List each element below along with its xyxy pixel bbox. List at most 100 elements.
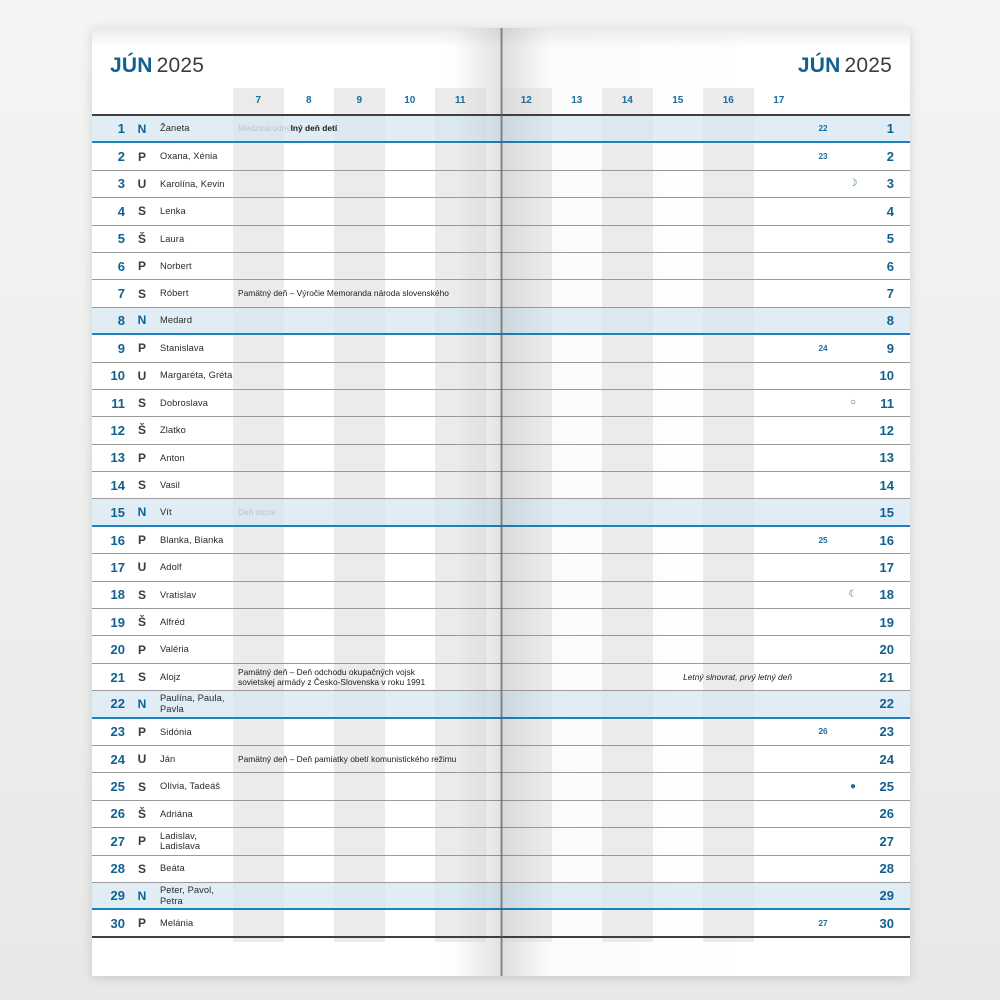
note-area[interactable]: [234, 390, 501, 416]
day-row-left-2[interactable]: 2 P Oxana, Xénia: [92, 143, 501, 171]
note-area[interactable]: Medzinárodný Iný deň detí: [234, 116, 501, 141]
right-note-area[interactable]: [501, 856, 806, 882]
day-row-left-12[interactable]: 12 Š Zlatko: [92, 417, 501, 445]
day-row-right-26[interactable]: 26: [501, 801, 910, 829]
note-area[interactable]: [234, 527, 501, 553]
note-area[interactable]: Pamätný deň – Deň odchodu okupačných voj…: [234, 664, 501, 690]
day-row-right-25[interactable]: ● 25: [501, 773, 910, 801]
day-row-left-13[interactable]: 13 P Anton: [92, 445, 501, 473]
right-note-area[interactable]: [501, 363, 806, 389]
day-row-left-4[interactable]: 4 S Lenka: [92, 198, 501, 226]
day-row-right-8[interactable]: 8: [501, 307, 910, 336]
right-note-area[interactable]: [501, 801, 806, 827]
day-row-right-5[interactable]: 5: [501, 226, 910, 253]
note-area[interactable]: [234, 335, 501, 361]
note-area[interactable]: [234, 582, 501, 608]
right-note-area[interactable]: [501, 719, 806, 745]
right-note-area[interactable]: [501, 308, 806, 333]
hour-header-16[interactable]: 16: [703, 88, 754, 114]
day-row-left-26[interactable]: 26 Š Adriána: [92, 801, 501, 829]
day-row-left-5[interactable]: 5 Š Laura: [92, 226, 501, 253]
day-row-left-6[interactable]: 6 P Norbert: [92, 253, 501, 281]
right-note-area[interactable]: [501, 691, 806, 716]
right-note-area[interactable]: [501, 609, 806, 635]
day-row-left-19[interactable]: 19 Š Alfréd: [92, 609, 501, 637]
day-row-right-7[interactable]: 7: [501, 280, 910, 308]
note-area[interactable]: [234, 554, 501, 580]
right-note-area[interactable]: [501, 773, 806, 799]
day-row-left-3[interactable]: 3 U Karolína, Kevin: [92, 171, 501, 199]
right-note-area[interactable]: [501, 280, 806, 306]
day-row-right-6[interactable]: 6: [501, 253, 910, 281]
day-row-left-16[interactable]: 16 P Blanka, Bianka: [92, 527, 501, 555]
hour-header-8[interactable]: 8: [305, 95, 312, 106]
note-area[interactable]: [234, 883, 501, 908]
note-area[interactable]: [234, 801, 501, 827]
day-row-left-7[interactable]: 7 S Róbert Pamätný deň – Výročie Memoranda …: [92, 280, 501, 308]
day-row-right-20[interactable]: 20: [501, 636, 910, 664]
day-row-right-11[interactable]: ○ 11: [501, 390, 910, 418]
note-area[interactable]: [234, 143, 501, 169]
day-row-right-1[interactable]: 22 1: [501, 116, 910, 144]
right-note-area[interactable]: [501, 226, 806, 252]
right-note-area[interactable]: [501, 746, 806, 772]
day-row-right-18[interactable]: ☾ 18: [501, 582, 910, 610]
note-area[interactable]: [234, 609, 501, 635]
right-note-area[interactable]: [501, 883, 806, 908]
day-row-left-11[interactable]: 11 S Dobroslava: [92, 390, 501, 418]
day-row-right-30[interactable]: 27 30: [501, 910, 910, 938]
hour-header-12[interactable]: 12: [501, 88, 552, 114]
note-area[interactable]: Pamätný deň – Deň pamiatky obetí komunis…: [234, 746, 501, 772]
right-note-area[interactable]: [501, 499, 806, 524]
hour-header-9[interactable]: 9: [334, 88, 385, 114]
day-row-right-12[interactable]: 12: [501, 417, 910, 445]
day-row-right-19[interactable]: 19: [501, 609, 910, 637]
right-note-area[interactable]: [501, 143, 806, 169]
right-note-area[interactable]: [501, 636, 806, 662]
day-row-left-20[interactable]: 20 P Valéria: [92, 636, 501, 664]
day-row-right-23[interactable]: 26 23: [501, 719, 910, 746]
day-row-right-29[interactable]: 29: [501, 882, 910, 911]
note-area[interactable]: [234, 691, 501, 716]
day-row-right-3[interactable]: ☽ 3: [501, 171, 910, 199]
right-note-area[interactable]: [501, 417, 806, 443]
day-row-left-21[interactable]: 21 S Alojz Pamätný deň – Deň odchodu okupač…: [92, 664, 501, 692]
day-row-left-30[interactable]: 30 P Melánia: [92, 910, 501, 938]
note-area[interactable]: [234, 198, 501, 224]
note-area[interactable]: Pamätný deň – Výročie Memoranda národa s…: [234, 280, 501, 306]
day-row-right-13[interactable]: 13: [501, 445, 910, 473]
note-area[interactable]: [234, 417, 501, 443]
day-row-left-10[interactable]: 10 U Margaréta, Gréta: [92, 363, 501, 390]
hour-header-14[interactable]: 14: [602, 88, 653, 114]
note-area[interactable]: [234, 719, 501, 745]
day-row-right-22[interactable]: 22: [501, 691, 910, 719]
day-row-right-27[interactable]: 27: [501, 828, 910, 856]
hour-header-7[interactable]: 7: [233, 88, 284, 114]
note-area[interactable]: [234, 828, 501, 854]
note-area[interactable]: [234, 445, 501, 471]
day-row-left-23[interactable]: 23 P Sidónia: [92, 719, 501, 746]
right-note-area[interactable]: [501, 253, 806, 279]
note-area[interactable]: [234, 363, 501, 389]
day-row-right-9[interactable]: 24 9: [501, 335, 910, 363]
right-note-area[interactable]: [501, 116, 806, 141]
right-note-area[interactable]: [501, 472, 806, 498]
right-note-area[interactable]: [501, 390, 806, 416]
day-row-right-10[interactable]: 10: [501, 363, 910, 390]
day-row-left-18[interactable]: 18 S Vratislav: [92, 582, 501, 610]
right-note-area[interactable]: [501, 554, 806, 580]
day-row-left-28[interactable]: 28 S Beáta: [92, 856, 501, 883]
right-note-area[interactable]: [501, 445, 806, 471]
day-row-left-9[interactable]: 9 P Stanislava: [92, 335, 501, 363]
day-row-left-14[interactable]: 14 S Vasil: [92, 472, 501, 500]
day-row-left-22[interactable]: 22 N Paulína, Paula, Pavla: [92, 691, 501, 719]
day-row-left-15[interactable]: 15 N Vít Deň otcov: [92, 499, 501, 527]
day-row-left-1[interactable]: 1 N Žaneta Medzinárodný Iný deň detí: [92, 116, 501, 144]
day-row-left-8[interactable]: 8 N Medard: [92, 307, 501, 336]
day-row-left-25[interactable]: 25 S Olívia, Tadeáš: [92, 773, 501, 801]
right-note-area[interactable]: [501, 335, 806, 361]
day-row-left-29[interactable]: 29 N Peter, Pavol, Petra: [92, 882, 501, 911]
right-note-area[interactable]: [501, 910, 806, 935]
right-note-area[interactable]: [501, 171, 806, 197]
hour-header-17[interactable]: 17: [773, 95, 785, 106]
